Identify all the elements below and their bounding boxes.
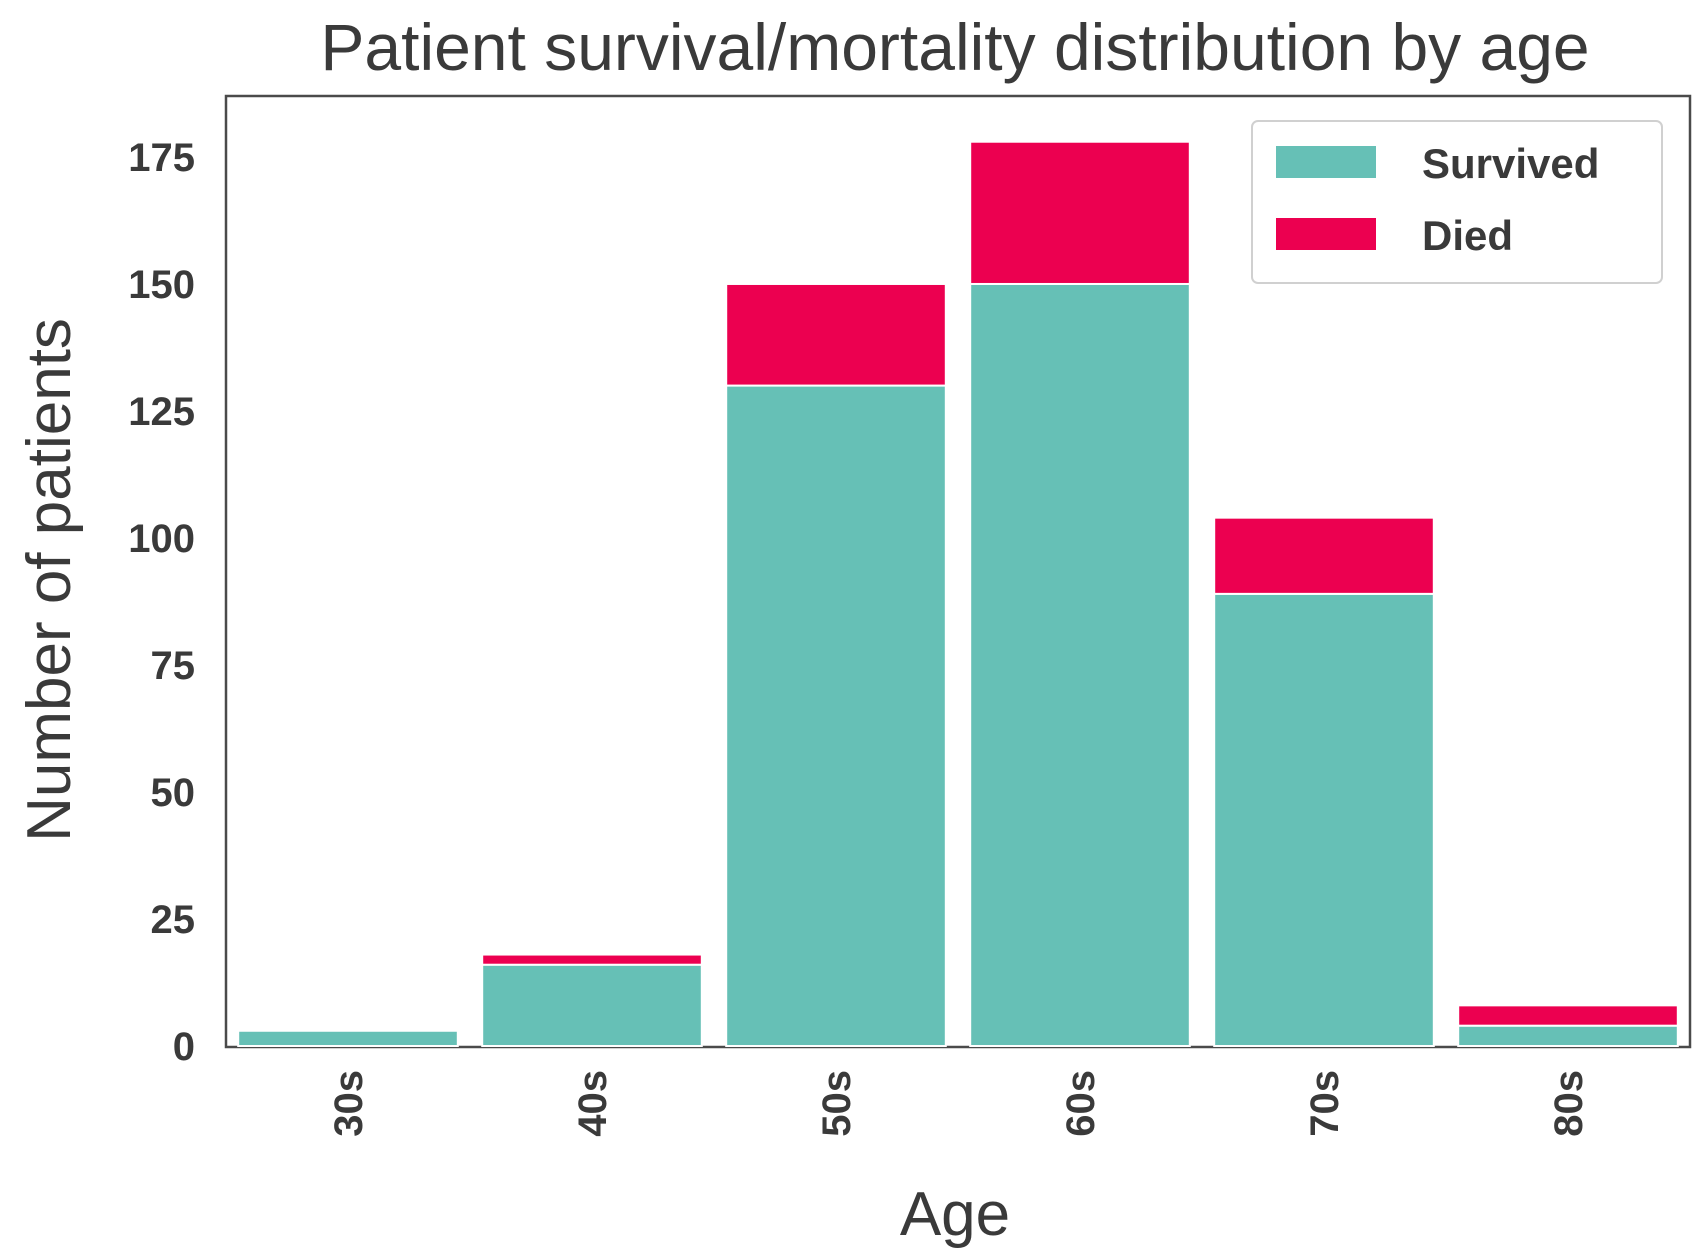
bar-survived-40s — [481, 963, 703, 1047]
legend-label-survived: Survived — [1422, 140, 1599, 187]
bar-died-50s — [725, 282, 947, 387]
y-tick-label: 100 — [128, 517, 195, 561]
y-tick-label: 25 — [151, 898, 196, 942]
y-axis-ticks: 0 25 50 75 100 125 150 175 — [128, 136, 195, 1069]
bar-survived-50s — [725, 384, 947, 1047]
legend-swatch-died — [1276, 218, 1376, 250]
chart-title: Patient survival/mortality distribution … — [320, 10, 1589, 84]
bars — [237, 140, 1679, 1048]
y-tick-label: 150 — [128, 263, 195, 307]
y-tick-label: 175 — [128, 136, 195, 180]
legend: Survived Died — [1251, 120, 1663, 284]
x-tick-label: 80s — [1547, 1070, 1591, 1137]
bar-died-40s — [481, 953, 703, 966]
bar-survived-70s — [1213, 592, 1435, 1047]
bar-died-60s — [969, 140, 1191, 285]
y-tick-label: 125 — [128, 390, 195, 434]
legend-label-died: Died — [1422, 212, 1513, 259]
y-tick-label: 75 — [151, 644, 196, 688]
plot-area-frame — [224, 94, 1692, 1049]
x-axis-ticks: 30s 40s 50s 60s 70s 80s — [327, 1070, 1591, 1137]
legend-swatch-survived — [1276, 146, 1376, 178]
bar-survived-30s — [237, 1029, 459, 1048]
bar-survived-80s — [1457, 1024, 1679, 1048]
bar-survived-60s — [969, 282, 1191, 1048]
bar-died-70s — [1213, 516, 1435, 595]
x-tick-label: 40s — [571, 1070, 615, 1137]
y-tick-label: 0 — [173, 1025, 195, 1069]
y-axis-label: Number of patients — [15, 318, 84, 842]
x-tick-label: 70s — [1303, 1070, 1347, 1137]
y-tick-label: 50 — [151, 771, 196, 815]
x-tick-label: 30s — [327, 1070, 371, 1137]
x-axis-label: Age — [900, 1180, 1010, 1249]
x-tick-label: 50s — [815, 1070, 859, 1137]
bar-died-80s — [1457, 1004, 1679, 1027]
x-tick-label: 60s — [1059, 1070, 1103, 1137]
